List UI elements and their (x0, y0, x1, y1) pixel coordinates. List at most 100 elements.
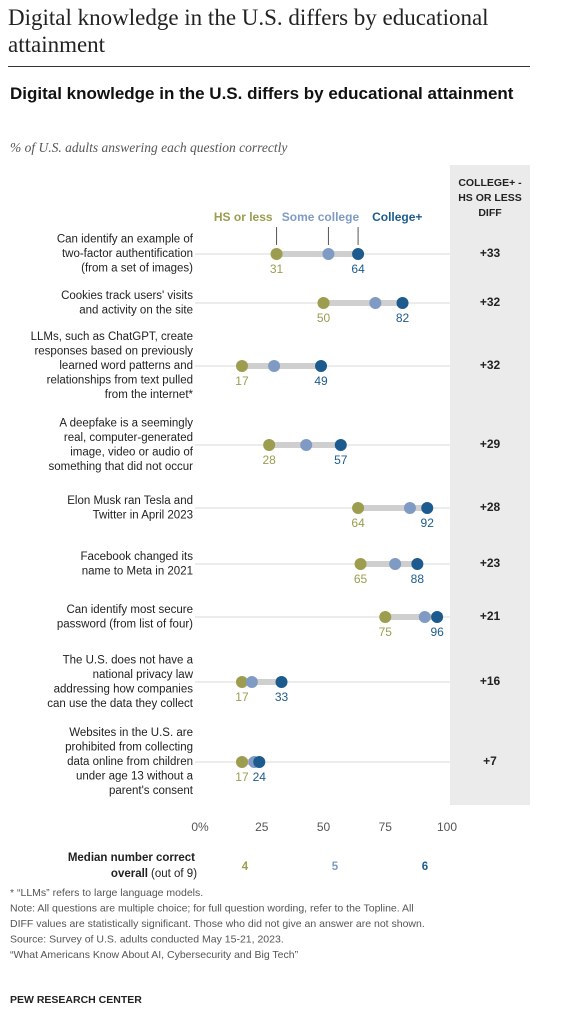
category-label: A deepfake is a seemingly (59, 417, 193, 429)
category-label: real, computer-generated (64, 432, 193, 444)
median-value: 6 (422, 861, 428, 873)
note: “What Americans Know About AI, Cybersecu… (10, 949, 299, 961)
dot (389, 558, 402, 570)
median-value: 5 (332, 861, 339, 873)
dot (235, 360, 248, 372)
note: DIFF values are statistically significan… (10, 918, 425, 930)
divider (8, 66, 530, 67)
diff-value: +29 (480, 437, 501, 451)
category-label: Can identify most secure (66, 604, 193, 616)
legend-label: College+ (372, 210, 422, 224)
value-label: 17 (235, 770, 249, 784)
dot (396, 297, 409, 309)
category-label: Can identify an example of (57, 234, 194, 246)
dot (403, 502, 416, 514)
dot (354, 558, 367, 570)
dot (334, 439, 347, 451)
value-label: 17 (235, 690, 249, 704)
value-label: 57 (334, 453, 348, 467)
median-value: 4 (242, 861, 249, 873)
category-label: LLMs, such as ChatGPT, create (31, 331, 193, 343)
dot (421, 502, 434, 514)
legend-label: Some college (282, 210, 360, 224)
dot (369, 297, 382, 309)
diff-value: +16 (480, 674, 501, 688)
dot (379, 611, 392, 623)
value-label: 82 (396, 311, 410, 325)
chart-title: Digital knowledge in the U.S. differs by… (10, 84, 514, 103)
category-label: Websites in the U.S. are (69, 727, 193, 739)
category-label: responses based on previously (34, 346, 193, 358)
diff-value: +21 (480, 609, 501, 623)
note: Source: Survey of U.S. adults conducted … (10, 933, 284, 945)
value-label: 50 (317, 311, 331, 325)
diff-header: DIFF (478, 207, 502, 219)
x-tick-label: 0% (191, 820, 209, 834)
category-label: The U.S. does not have a (63, 654, 194, 666)
dot (411, 558, 424, 570)
legend-label: HS or less (214, 210, 273, 224)
diff-value: +33 (480, 246, 501, 260)
diff-value: +32 (480, 295, 501, 309)
value-label: 75 (379, 625, 393, 639)
category-label: two-factor authentification (62, 248, 193, 260)
category-label: and activity on the site (79, 304, 193, 316)
category-label: name to Meta in 2021 (82, 565, 193, 577)
category-label: image, video or audio of (70, 446, 194, 458)
category-label: can use the data they collect (47, 698, 194, 710)
x-tick-label: 50 (317, 820, 331, 834)
x-tick-label: 25 (255, 820, 269, 834)
dot (431, 611, 444, 623)
category-label: national privacy law (93, 669, 194, 681)
category-label: password (from list of four) (57, 618, 193, 630)
median-label: Median number correct (68, 852, 195, 864)
dot (317, 297, 330, 309)
median-note: (out of 9) (151, 868, 197, 880)
value-label: 65 (354, 572, 368, 586)
category-label: (from a set of images) (81, 263, 193, 275)
value-label: 64 (351, 262, 365, 276)
diff-header: COLLEGE+ - (458, 177, 522, 189)
x-tick-label: 75 (379, 820, 393, 834)
value-label: 96 (430, 625, 444, 639)
page-title: Digital knowledge in the U.S. differs by… (8, 5, 489, 57)
category-label: learned word patterns and (59, 360, 193, 372)
dot (315, 360, 328, 372)
value-label: 92 (421, 516, 435, 530)
dot (268, 360, 281, 372)
subtitle: % of U.S. adults answering each question… (10, 140, 288, 155)
category-label: prohibited from collecting (65, 742, 193, 754)
category-label: Elon Musk ran Tesla and (67, 495, 193, 507)
dot (263, 439, 276, 451)
category-label: Facebook changed its (80, 551, 193, 563)
diff-header: HS OR LESS (458, 192, 522, 204)
value-label: 88 (411, 572, 425, 586)
value-label: 33 (275, 690, 289, 704)
category-label: under age 13 without a (76, 771, 194, 783)
category-label: Twitter in April 2023 (93, 509, 193, 521)
value-label: 24 (253, 770, 267, 784)
note: Note: All questions are multiple choice;… (10, 902, 414, 914)
diff-value: +7 (483, 754, 497, 768)
diff-band (450, 165, 530, 805)
category-label: parent's consent (109, 785, 194, 797)
dot (352, 502, 365, 514)
median-label: overall (111, 868, 148, 880)
dot (235, 676, 248, 688)
dot (418, 611, 431, 623)
value-label: 31 (270, 262, 284, 276)
dot (352, 248, 365, 260)
diff-value: +23 (480, 556, 501, 570)
dot (253, 756, 266, 768)
category-label: from the internet* (105, 389, 194, 401)
value-label: 64 (351, 516, 365, 530)
x-tick-label: 100 (437, 820, 457, 834)
source: PEW RESEARCH CENTER (10, 994, 142, 1006)
value-label: 49 (314, 374, 328, 388)
value-label: 17 (235, 374, 249, 388)
value-label: 28 (262, 453, 276, 467)
category-label: Cookies track users' visits (61, 290, 193, 302)
dot (275, 676, 288, 688)
